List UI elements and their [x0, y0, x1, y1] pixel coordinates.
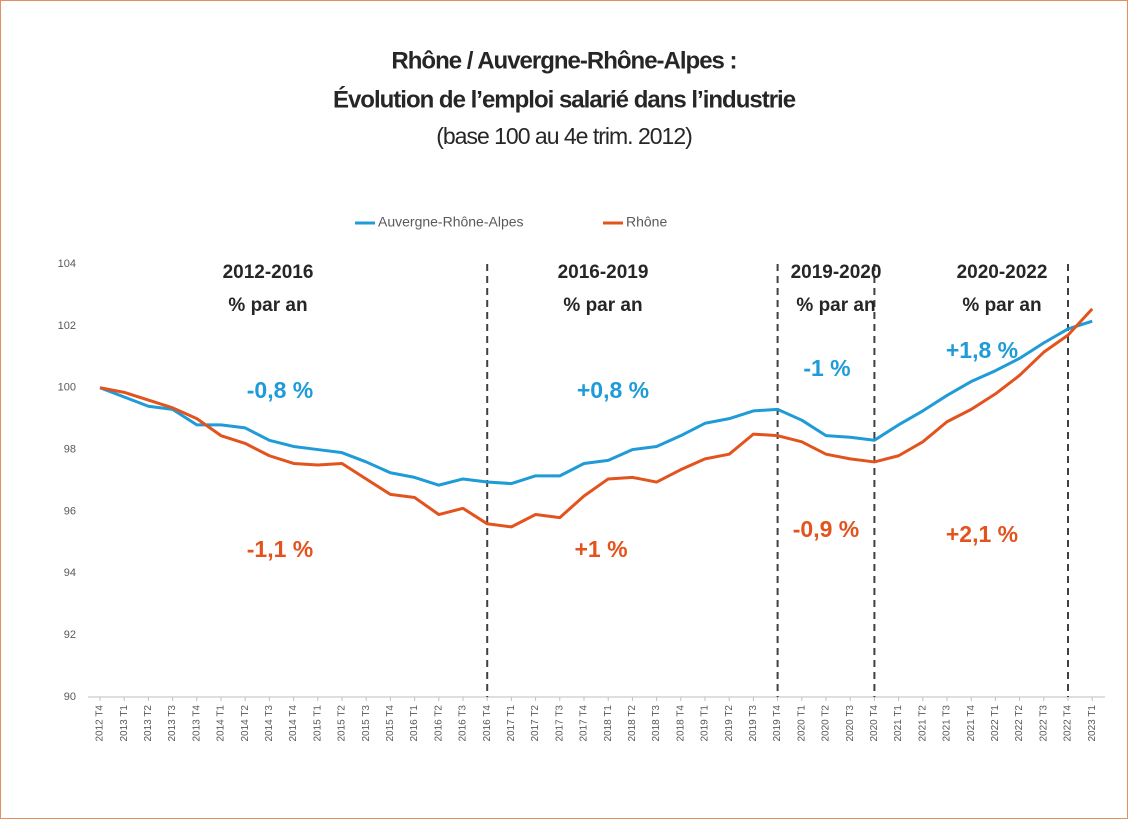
x-tick-label: 2022 T1: [990, 705, 1001, 742]
x-tick-label: 2014 T1: [216, 705, 227, 742]
x-tick-label: 2014 T4: [288, 705, 299, 742]
x-tick-label: 2019 T1: [700, 705, 711, 742]
period-label: 2012-2016: [223, 262, 314, 283]
x-tick-label: 2013 T3: [167, 705, 178, 742]
x-tick-label: 2021 T1: [893, 705, 904, 742]
x-tick-label: 2013 T4: [191, 705, 202, 742]
x-tick-label: 2020 T2: [821, 705, 832, 742]
x-tick-label: 2023 T1: [1087, 705, 1098, 742]
x-tick-label: 2016 T4: [482, 705, 493, 742]
x-tick-label: 2016 T1: [409, 705, 420, 742]
rhone-rate: +1 %: [574, 536, 627, 562]
x-tick-label: 2022 T4: [1063, 705, 1074, 742]
x-tick-label: 2015 T1: [312, 705, 323, 742]
x-tick-label: 2017 T4: [579, 705, 590, 742]
x-tick-label: 2014 T3: [264, 705, 275, 742]
rhone-rate: -1,1 %: [247, 536, 313, 562]
x-tick-label: 2018 T4: [675, 705, 686, 742]
y-tick-label: 102: [58, 320, 76, 332]
period-label: 2016-2019: [558, 262, 649, 283]
y-tick-label: 104: [58, 258, 76, 270]
x-tick-label: 2022 T3: [1038, 705, 1049, 742]
y-tick-label: 100: [58, 382, 76, 394]
period-label: 2020-2022: [957, 262, 1048, 283]
y-tick-label: 94: [64, 567, 76, 579]
x-tick-label: 2012 T4: [95, 705, 106, 742]
series-line: [99, 307, 1094, 529]
ara-rate: -1 %: [803, 355, 850, 381]
x-tick-label: 2014 T2: [240, 705, 251, 742]
y-tick-label: 96: [64, 505, 76, 517]
x-tick-label: 2020 T4: [869, 705, 880, 742]
x-tick-label: 2018 T2: [627, 705, 638, 742]
x-tick-label: 2015 T2: [337, 705, 348, 742]
x-tick-label: 2020 T1: [796, 705, 807, 742]
x-tick-label: 2013 T2: [143, 705, 154, 742]
period-label: 2019-2020: [791, 262, 882, 283]
ara-rate: +0,8 %: [577, 377, 649, 403]
ara-rate: +1,8 %: [946, 337, 1018, 363]
x-tick-label: 2022 T2: [1014, 705, 1025, 742]
chart-note: (base 100 au 4e trim. 2012): [436, 123, 692, 149]
x-tick-label: 2021 T3: [942, 705, 953, 742]
period-unit: % par an: [563, 295, 642, 316]
x-tick-label: 2017 T1: [506, 705, 517, 742]
x-tick-label: 2018 T3: [651, 705, 662, 742]
x-tick-label: 2019 T2: [724, 705, 735, 742]
y-tick-label: 98: [64, 443, 76, 455]
series-line: [99, 319, 1093, 487]
x-tick-label: 2017 T2: [530, 705, 541, 742]
period-unit: % par an: [962, 295, 1041, 316]
x-tick-label: 2020 T3: [845, 705, 856, 742]
x-tick-label: 2015 T4: [385, 705, 396, 742]
x-tick-label: 2015 T3: [361, 705, 372, 742]
rhone-rate: -0,9 %: [793, 516, 859, 542]
x-tick-label: 2016 T2: [433, 705, 444, 742]
chart-title: Rhône / Auvergne-Rhône-Alpes :: [391, 47, 736, 74]
x-tick-label: 2019 T3: [748, 705, 759, 742]
x-tick-label: 2013 T1: [119, 705, 130, 742]
legend-label: Rhône: [626, 214, 667, 230]
x-tick-label: 2021 T2: [917, 705, 928, 742]
ara-rate: -0,8 %: [247, 377, 313, 403]
y-tick-label: 90: [64, 691, 76, 703]
x-tick-label: 2018 T1: [603, 705, 614, 742]
period-unit: % par an: [228, 295, 307, 316]
x-tick-label: 2016 T3: [458, 705, 469, 742]
rhone-rate: +2,1 %: [946, 521, 1018, 547]
period-unit: % par an: [796, 295, 875, 316]
legend-label: Auvergne-Rhône-Alpes: [378, 214, 524, 230]
chart-subtitle: Évolution de l’emploi salarié dans l’ind…: [333, 85, 796, 113]
x-tick-label: 2019 T4: [772, 705, 783, 742]
x-tick-label: 2021 T4: [966, 705, 977, 742]
y-tick-label: 92: [64, 629, 76, 641]
x-tick-label: 2017 T3: [554, 705, 565, 742]
